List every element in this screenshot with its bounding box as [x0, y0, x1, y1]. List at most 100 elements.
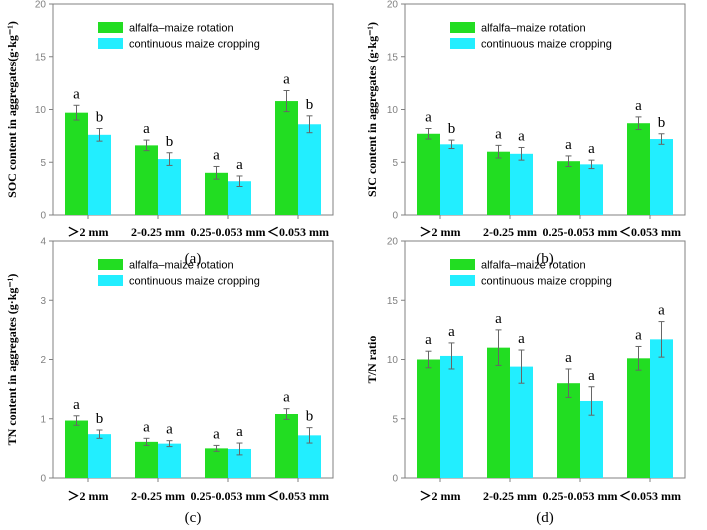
error-bar [283, 90, 290, 113]
bar-alfalfa [627, 358, 650, 478]
error-bar [565, 368, 572, 398]
significance-letter: a [236, 157, 243, 173]
bar-alfalfa [417, 133, 440, 215]
y-tick-label: 20 [387, 237, 399, 248]
error-bar [143, 139, 150, 152]
panel-label: (d) [536, 510, 554, 526]
bar-continuous [440, 355, 463, 478]
legend-label: continuous maize cropping [129, 39, 260, 51]
error-bar [236, 175, 243, 188]
bar-continuous [298, 124, 321, 215]
significance-letter: a [283, 390, 290, 406]
error-bar [73, 415, 80, 426]
bar-alfalfa [275, 414, 298, 478]
bar-continuous [580, 400, 603, 478]
category-label: 0.25-0.053 mm [543, 225, 618, 239]
error-bar [658, 133, 665, 145]
error-bar [166, 152, 173, 166]
significance-letter: b [96, 109, 104, 125]
significance-letter: b [306, 409, 314, 425]
bar-alfalfa [65, 112, 88, 215]
bar-continuous [510, 153, 533, 215]
significance-letter: a [588, 141, 595, 157]
panel-b: 0 5 10 15 20 ＞2 mm 2-0.25 mm 0.25-0.053 mm ＜0.05… [365, 0, 686, 267]
bar-continuous [228, 448, 251, 478]
y-tick-label: 5 [392, 414, 398, 425]
bar-continuous [650, 339, 673, 478]
panel-a: 0 5 10 15 20 ＞2 mm 2-0.25 mm 0.25-0.053 mm ＜0.05… [5, 0, 334, 267]
bar-alfalfa [205, 448, 228, 478]
significance-letter: b [448, 121, 456, 137]
error-bar [306, 115, 313, 134]
significance-letter: a [565, 137, 572, 153]
significance-letter: a [635, 98, 642, 114]
legend-swatch-continuous [98, 38, 123, 49]
error-bar [166, 440, 173, 448]
error-bar [96, 127, 103, 142]
y-tick-label: 0 [40, 474, 46, 485]
error-bar [658, 321, 665, 358]
legend-label: continuous maize cropping [481, 39, 612, 51]
significance-letter: a [425, 332, 432, 348]
significance-letter: b [306, 97, 314, 113]
legend-label: alfalfa–maize rotation [129, 260, 234, 272]
error-bar [425, 127, 432, 140]
bar-continuous [580, 164, 603, 215]
error-bar [213, 165, 220, 180]
legend-label: continuous maize cropping [129, 276, 260, 288]
category-label: ＞2 mm [68, 225, 109, 239]
y-tick-label: 1 [40, 414, 46, 425]
category-label: ＜0.053 mm [619, 225, 681, 239]
category-label: 2-0.25 mm [483, 225, 537, 239]
panel-label: (b) [536, 251, 554, 267]
error-bar [635, 116, 642, 131]
legend-swatch-alfalfa [98, 259, 123, 270]
significance-letter: a [658, 303, 665, 319]
bar-alfalfa [627, 123, 650, 215]
legend-label: alfalfa–maize rotation [481, 23, 586, 35]
y-tick-label: 2 [40, 355, 46, 366]
error-bar [635, 345, 642, 371]
error-bar [588, 159, 595, 170]
y-tick-label: 0 [40, 211, 46, 222]
category-label: 0.25-0.053 mm [191, 225, 266, 239]
bar-continuous [440, 144, 463, 215]
category-label: 2-0.25 mm [131, 489, 185, 503]
error-bar [213, 444, 220, 452]
error-bar [96, 429, 103, 439]
y-tick-label: 0 [392, 474, 398, 485]
legend-swatch-continuous [450, 38, 475, 49]
error-bar [143, 437, 150, 446]
legend-label: alfalfa–maize rotation [129, 23, 234, 35]
error-bar [495, 144, 502, 159]
error-bar [425, 350, 432, 369]
category-label: ＜0.053 mm [619, 489, 681, 503]
significance-letter: a [73, 397, 80, 413]
bar-alfalfa [487, 151, 510, 215]
error-bar [306, 427, 313, 444]
category-label: ＞2 mm [420, 489, 461, 503]
bar-alfalfa [417, 359, 440, 478]
error-bar [73, 104, 80, 121]
significance-letter: a [518, 331, 525, 347]
y-axis-title: SOC content in aggregates(g·kg⁻¹) [5, 21, 19, 198]
error-bar [236, 442, 243, 456]
panel-label: (c) [185, 510, 202, 526]
y-tick-label: 10 [387, 355, 399, 366]
bar-continuous [88, 134, 111, 215]
significance-letter: a [213, 426, 220, 442]
bar-continuous [510, 366, 533, 478]
legend-swatch-alfalfa [450, 22, 475, 33]
bar-alfalfa [557, 383, 580, 478]
significance-letter: a [565, 350, 572, 366]
bar-alfalfa [487, 347, 510, 478]
significance-letter: b [658, 115, 666, 131]
significance-letter: a [448, 324, 455, 340]
y-tick-label: 10 [35, 105, 47, 116]
error-bar [495, 329, 502, 366]
category-label: 2-0.25 mm [483, 489, 537, 503]
bar-continuous [158, 443, 181, 478]
significance-letter: b [96, 411, 104, 427]
bar-continuous [158, 159, 181, 215]
significance-letter: a [495, 126, 502, 142]
